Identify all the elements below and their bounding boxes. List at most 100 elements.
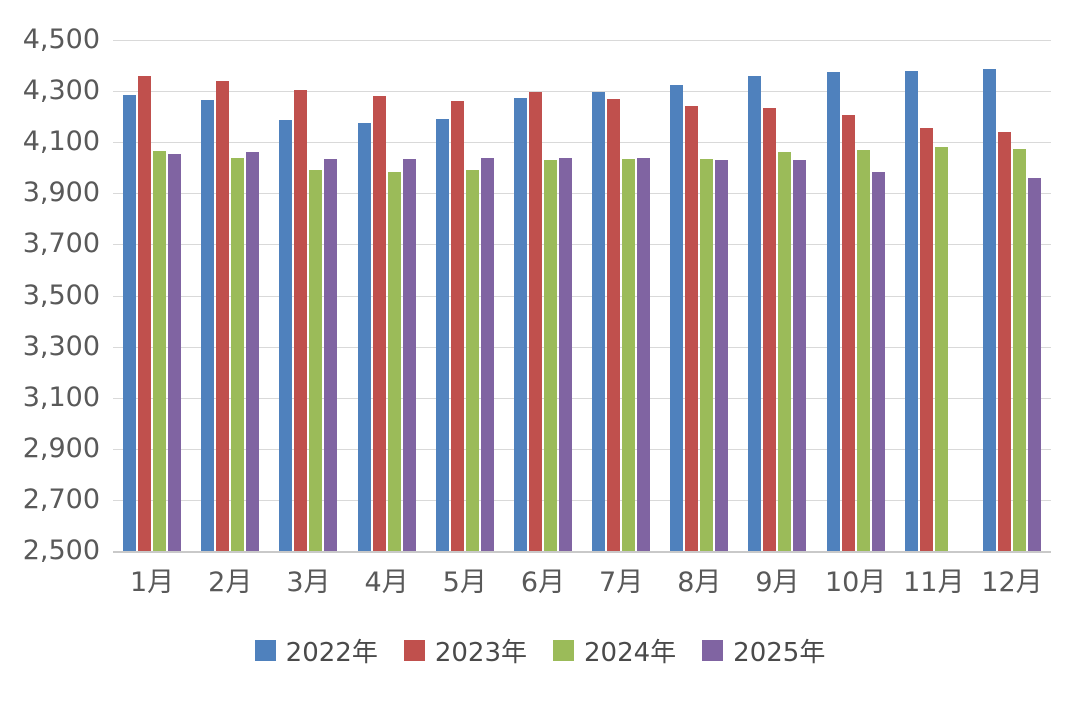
bar-group-10月 xyxy=(817,40,895,551)
bar-group-1月 xyxy=(113,40,191,551)
legend-item-2024年: 2024年 xyxy=(553,632,676,669)
gridline xyxy=(113,448,1051,450)
bar-2022年-1月 xyxy=(123,94,137,551)
x-tick-label: 12月 xyxy=(981,567,1043,598)
legend-label: 2024年 xyxy=(584,638,677,668)
bar-2023年-7月 xyxy=(607,98,621,551)
gridline xyxy=(113,40,1051,41)
x-tick-label: 6月 xyxy=(520,567,566,598)
bar-2023年-9月 xyxy=(763,107,777,551)
legend-label: 2022年 xyxy=(285,638,378,668)
bar-2023年-12月 xyxy=(997,131,1011,551)
bar-2024年-9月 xyxy=(778,152,792,551)
x-tick-label: 9月 xyxy=(755,567,800,598)
bar-2025年-9月 xyxy=(793,160,807,551)
y-tick-label: 3,300 xyxy=(22,330,100,362)
gridline xyxy=(113,397,1051,399)
legend-item-2025年: 2025年 xyxy=(702,632,825,669)
gridline xyxy=(113,244,1051,246)
gridline xyxy=(113,499,1051,501)
bar-group-6月 xyxy=(504,40,582,551)
bar-2025年-8月 xyxy=(715,160,729,551)
bar-group-8月 xyxy=(660,40,738,551)
bar-2025年-7月 xyxy=(637,157,651,551)
bar-2022年-11月 xyxy=(904,70,918,551)
x-tick-label: 1月 xyxy=(129,567,175,598)
bar-2023年-2月 xyxy=(216,80,230,551)
bar-2025年-5月 xyxy=(480,157,494,551)
x-axis: 1月 2月 3月 4月 5月 6月 7月 8月 9月 10月 11月 12月 xyxy=(113,560,1051,599)
y-tick-label: 3,100 xyxy=(22,381,100,413)
bar-2023年-3月 xyxy=(294,89,308,551)
bar-2022年-5月 xyxy=(435,119,449,551)
y-tick-label: 3,700 xyxy=(22,228,100,260)
bar-2022年-6月 xyxy=(513,97,527,551)
bar-group-11月 xyxy=(895,40,973,551)
bar-2023年-10月 xyxy=(841,115,855,551)
legend: 2022年 2023年 2024年 2025年 xyxy=(0,632,1080,669)
y-tick-label: 4,500 xyxy=(22,24,100,55)
y-tick-label: 2,500 xyxy=(22,535,100,566)
gridline xyxy=(113,346,1051,348)
x-tick-label: 2月 xyxy=(208,567,253,598)
bar-2025年-6月 xyxy=(558,157,572,551)
bar-2022年-8月 xyxy=(670,84,684,551)
bar-groups xyxy=(113,40,1051,551)
bar-group-7月 xyxy=(582,40,660,551)
legend-swatch-icon xyxy=(702,640,724,661)
x-tick-label: 3月 xyxy=(286,567,331,598)
y-tick-label: 3,500 xyxy=(22,279,100,311)
legend-item-2022年: 2022年 xyxy=(254,632,378,669)
bar-2022年-10月 xyxy=(826,71,840,551)
bar-2022年-12月 xyxy=(982,69,996,551)
y-tick-label: 4,300 xyxy=(22,75,100,107)
bar-2024年-11月 xyxy=(934,147,948,551)
legend-label: 2023年 xyxy=(434,638,527,668)
x-tick-label: 4月 xyxy=(364,567,409,598)
bar-2022年-4月 xyxy=(357,123,371,551)
bar-2024年-6月 xyxy=(543,160,557,551)
bar-2024年-3月 xyxy=(309,170,323,551)
legend-swatch-icon xyxy=(254,640,276,661)
x-tick-label: 8月 xyxy=(677,567,722,598)
bar-2025年-3月 xyxy=(324,158,338,551)
bar-group-2月 xyxy=(191,40,269,551)
bar-group-4月 xyxy=(348,40,426,551)
bar-group-3月 xyxy=(269,40,347,551)
plot-area xyxy=(113,40,1051,553)
gridline xyxy=(113,142,1051,144)
legend-label: 2025年 xyxy=(733,638,826,668)
bar-2024年-10月 xyxy=(856,149,870,551)
bar-2023年-6月 xyxy=(528,92,542,551)
legend-item-2023年: 2023年 xyxy=(403,632,527,669)
bar-2024年-7月 xyxy=(622,158,636,551)
bar-2025年-12月 xyxy=(1027,177,1041,551)
bar-2024年-8月 xyxy=(700,158,714,551)
bar-2025年-1月 xyxy=(168,153,182,551)
bar-2024年-4月 xyxy=(387,171,401,551)
bar-2023年-11月 xyxy=(919,128,933,551)
bar-2024年-1月 xyxy=(153,151,167,551)
bar-2023年-5月 xyxy=(450,101,464,551)
y-tick-label: 4,100 xyxy=(22,126,100,158)
y-tick-label: 2,900 xyxy=(22,432,100,464)
bar-2022年-9月 xyxy=(748,75,762,551)
bar-2025年-2月 xyxy=(246,152,260,551)
bar-2024年-5月 xyxy=(465,170,479,551)
gridline xyxy=(113,91,1051,93)
x-tick-label: 11月 xyxy=(903,567,965,598)
y-tick-label: 3,900 xyxy=(22,177,100,209)
bar-2023年-8月 xyxy=(685,106,699,551)
x-tick-label: 5月 xyxy=(442,567,487,598)
bar-2025年-10月 xyxy=(871,171,885,551)
bar-group-9月 xyxy=(738,40,816,551)
bar-2024年-2月 xyxy=(231,157,245,551)
bar-2023年-1月 xyxy=(138,75,152,551)
legend-swatch-icon xyxy=(553,640,574,661)
bar-2024年-12月 xyxy=(1012,148,1026,551)
bar-2025年-4月 xyxy=(402,158,416,551)
x-tick-label: 7月 xyxy=(599,567,644,598)
bar-2022年-7月 xyxy=(592,92,606,551)
gridline xyxy=(113,193,1051,195)
